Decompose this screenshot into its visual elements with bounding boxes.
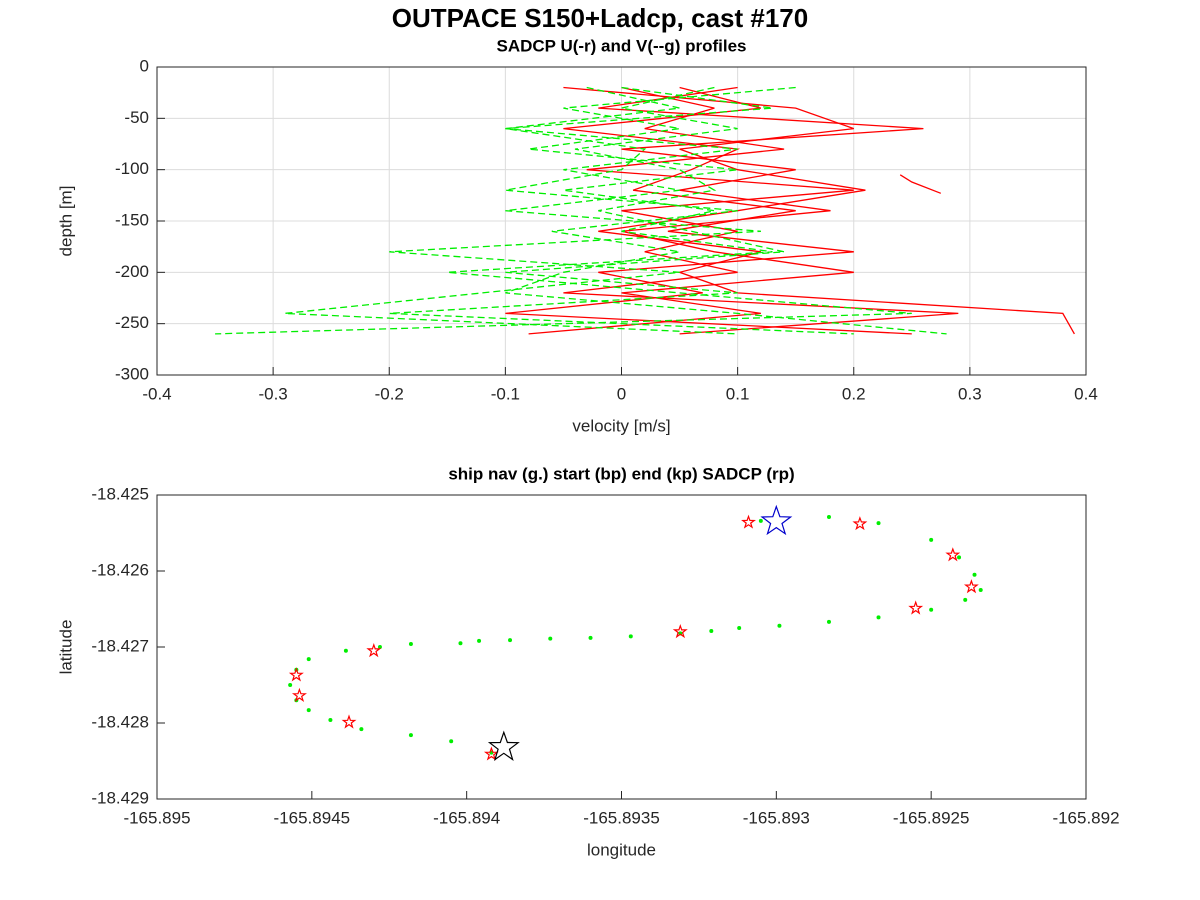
profile-line (528, 86, 924, 335)
y-tick-label: -18.425 (91, 484, 149, 503)
nav-point (709, 629, 714, 634)
nav-point (957, 555, 962, 560)
nav-point (737, 626, 742, 630)
nav-point (588, 635, 593, 640)
x-tick-label: -165.895 (123, 808, 190, 827)
nav-point (876, 521, 881, 526)
sadcp-star (341, 714, 357, 729)
sadcp-star (852, 516, 868, 531)
sadcp-star (672, 623, 688, 639)
sadcp-star (483, 746, 499, 761)
x-tick-label: -0.4 (142, 384, 171, 403)
x-tick-label: -165.8925 (893, 808, 970, 827)
x-tick-label: 0.1 (726, 384, 750, 403)
profile-line (389, 86, 854, 335)
nav-point (628, 634, 633, 639)
nav-point (508, 638, 513, 643)
sadcp-star (908, 600, 924, 615)
nav-point (306, 708, 311, 713)
y-tick-label: -250 (115, 313, 149, 332)
plot-area (157, 495, 1086, 799)
nav-point (972, 572, 977, 577)
nav-point (929, 607, 934, 612)
profile-line (505, 86, 947, 335)
y-axis-label: depth [m] (56, 186, 75, 257)
nav-point (477, 638, 482, 643)
sadcp-star (291, 687, 307, 703)
nav-point (929, 537, 934, 542)
nav-point (777, 623, 782, 628)
y-tick-label: 0 (140, 56, 149, 75)
profile-line (899, 174, 942, 194)
nav-point (548, 636, 553, 641)
axes-box (156, 66, 1087, 376)
x-tick-label: 0 (617, 384, 626, 403)
chart-title: ship nav (g.) start (bp) end (kp) SADCP … (448, 464, 794, 483)
x-tick-label: 0.4 (1074, 384, 1098, 403)
nav-point (758, 518, 763, 523)
endpoint-star (487, 730, 520, 761)
nav-point (306, 657, 311, 662)
nav-point (377, 645, 382, 649)
x-tick-label: 0.3 (958, 384, 982, 403)
y-tick-label: -18.428 (91, 712, 149, 731)
nav-point (963, 597, 968, 602)
y-tick-label: -18.427 (91, 636, 149, 655)
nav-point (359, 727, 364, 732)
sadcp-star (963, 579, 979, 594)
profile-line (563, 86, 959, 335)
endpoint-star (760, 504, 793, 536)
x-tick-label: -165.8945 (274, 808, 351, 827)
x-tick-label: -0.1 (491, 384, 520, 403)
nav-point (876, 615, 881, 620)
y-tick-label: -100 (115, 159, 149, 178)
x-tick-label: -165.893 (743, 808, 810, 827)
nav-point (458, 641, 463, 646)
x-tick-label: -165.894 (433, 808, 500, 827)
sadcp-star (945, 547, 961, 562)
x-tick-label: -165.892 (1052, 808, 1119, 827)
chart-title: SADCP U(-r) and V(--g) profiles (497, 36, 747, 55)
nav-point (449, 739, 454, 744)
y-tick-label: -18.429 (91, 788, 149, 807)
nav-point (328, 717, 333, 722)
x-axis-label: velocity [m/s] (572, 416, 670, 435)
x-tick-label: -0.2 (375, 384, 404, 403)
y-tick-label: -18.426 (91, 560, 149, 579)
nav-point (978, 588, 983, 592)
nav-point (826, 515, 831, 520)
figure-title: OUTPACE S150+Ladcp, cast #170 (392, 3, 808, 33)
sadcp-star (288, 667, 304, 682)
x-tick-label: 0.2 (842, 384, 866, 403)
nav-point (408, 733, 413, 738)
profile-line (505, 86, 912, 335)
nav-point (343, 648, 348, 653)
y-tick-label: -150 (115, 210, 149, 229)
y-tick-label: -300 (115, 364, 149, 383)
x-tick-label: -165.8935 (583, 808, 660, 827)
sadcp-star (366, 642, 382, 658)
x-axis-label: longitude (587, 840, 656, 859)
nav-point (288, 683, 293, 687)
y-tick-label: -50 (124, 108, 149, 127)
x-tick-label: -0.3 (258, 384, 287, 403)
y-tick-label: -200 (115, 262, 149, 281)
nav-point (408, 641, 413, 646)
y-axis-label: latitude (56, 620, 75, 675)
sadcp-star (741, 514, 756, 529)
nav-point (826, 619, 831, 624)
axes-box (156, 494, 1087, 800)
